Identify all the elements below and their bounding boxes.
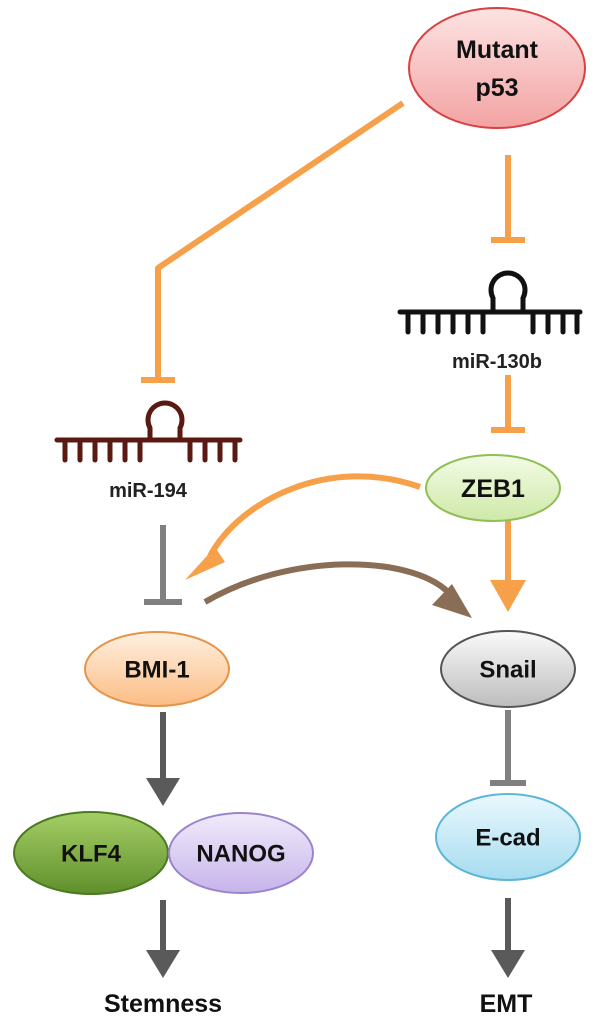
mutant-p53-label-line1: Mutant — [456, 36, 539, 64]
node-bmi1: BMI-1 — [84, 631, 230, 707]
node-mutant-p53: Mutant p53 — [408, 7, 586, 129]
nanog-label: NANOG — [196, 841, 285, 868]
emt-label: EMT — [480, 990, 533, 1018]
klf4-label: KLF4 — [61, 841, 122, 868]
edge-to-emt — [491, 898, 525, 978]
edge-zeb1-activates-bmi1 — [185, 473, 422, 580]
mir130b-label: miR-130b — [452, 351, 542, 373]
edge-mir194-inhibits-bmi1 — [144, 525, 182, 605]
edge-to-stemness — [146, 900, 180, 978]
node-ecad: E-cad — [435, 793, 581, 881]
edge-bmi1-activates-klf4-nanog — [146, 712, 180, 806]
edge-mir130b-inhibits-zeb1 — [491, 375, 525, 433]
node-zeb1: ZEB1 — [425, 454, 561, 522]
edge-bmi1-activates-snail — [203, 561, 472, 618]
mir130b-hairpin-icon — [397, 270, 583, 335]
edge-p53-inhibits-mir130b — [491, 155, 525, 243]
stemness-label: Stemness — [104, 990, 222, 1018]
edge-snail-inhibits-ecad — [490, 710, 526, 786]
mutant-p53-label-line2: p53 — [475, 74, 518, 102]
zeb1-label: ZEB1 — [461, 475, 525, 503]
bmi1-label: BMI-1 — [124, 657, 189, 684]
edge-zeb1-activates-snail — [490, 520, 526, 612]
ecad-label: E-cad — [475, 825, 540, 852]
mir194-hairpin-icon — [54, 400, 243, 463]
node-klf4: KLF4 — [13, 811, 169, 895]
node-snail: Snail — [440, 630, 576, 708]
node-nanog: NANOG — [168, 812, 314, 894]
edge-p53-inhibits-mir194 — [141, 100, 405, 383]
mir194-label: miR-194 — [109, 480, 188, 502]
snail-label: Snail — [479, 657, 536, 684]
